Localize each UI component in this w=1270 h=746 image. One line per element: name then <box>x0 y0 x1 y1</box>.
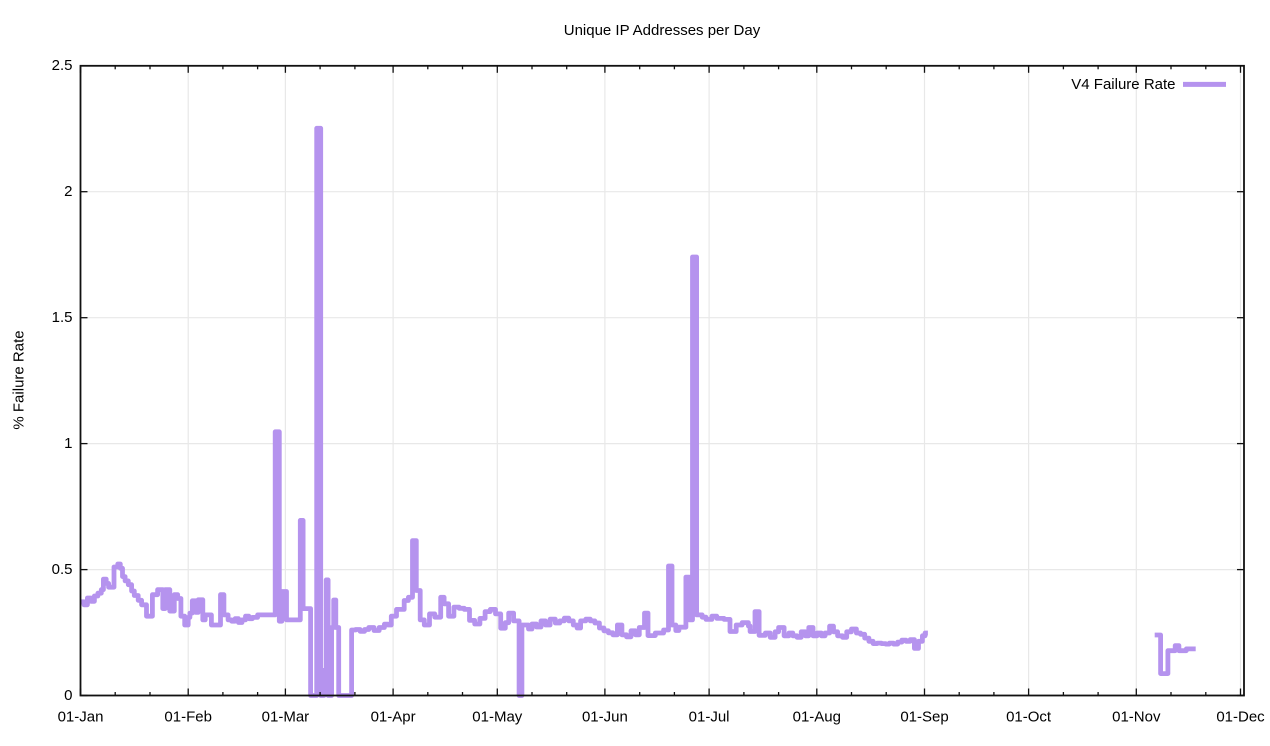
svg-text:1: 1 <box>64 435 72 452</box>
svg-text:2: 2 <box>64 183 72 200</box>
svg-text:2.5: 2.5 <box>52 57 73 74</box>
svg-text:Unique IP Addresses per Day: Unique IP Addresses per Day <box>564 22 761 39</box>
svg-text:01-Nov: 01-Nov <box>1112 709 1161 726</box>
svg-text:01-Jun: 01-Jun <box>582 709 628 726</box>
svg-text:V4 Failure Rate: V4 Failure Rate <box>1071 76 1175 93</box>
svg-text:01-Apr: 01-Apr <box>371 709 416 726</box>
svg-text:01-Dec: 01-Dec <box>1216 709 1265 726</box>
svg-text:01-Feb: 01-Feb <box>164 709 212 726</box>
svg-text:0.5: 0.5 <box>52 561 73 578</box>
svg-text:01-Oct: 01-Oct <box>1006 709 1052 726</box>
svg-text:1.5: 1.5 <box>52 309 73 326</box>
svg-text:01-Jul: 01-Jul <box>689 709 730 726</box>
svg-text:0: 0 <box>64 687 72 704</box>
svg-text:% Failure Rate: % Failure Rate <box>11 330 28 429</box>
svg-text:01-May: 01-May <box>472 709 523 726</box>
svg-text:01-Jan: 01-Jan <box>58 709 104 726</box>
svg-text:01-Aug: 01-Aug <box>793 709 841 726</box>
svg-text:01-Mar: 01-Mar <box>262 709 310 726</box>
svg-text:01-Sep: 01-Sep <box>900 709 948 726</box>
